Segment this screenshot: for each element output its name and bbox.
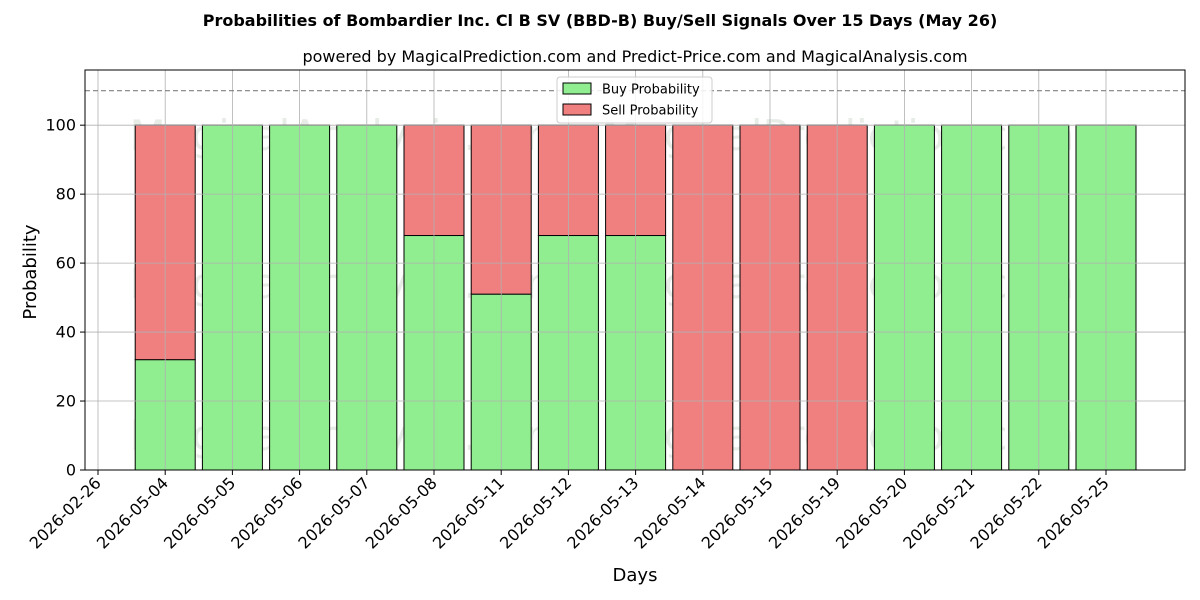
y-tick-label: 80	[56, 185, 76, 204]
chart-subtitle: powered by MagicalPrediction.com and Pre…	[302, 47, 967, 66]
x-tick-label: 2026-02-26	[26, 473, 105, 552]
plot-frame	[84, 69, 1186, 471]
x-tick-label: 2026-05-08	[362, 473, 441, 552]
plot-area: MagicalAnalysis.comMagicalPrediction.com…	[26, 69, 1186, 553]
y-tick-label: 20	[56, 392, 76, 411]
x-tick-label: 2026-05-13	[563, 473, 642, 552]
y-tick-label: 40	[56, 323, 76, 342]
x-tick-label: 2026-05-05	[160, 473, 239, 552]
x-tick-label: 2026-05-04	[93, 473, 172, 552]
x-tick-label: 2026-05-19	[765, 473, 844, 552]
x-axis-label: Days	[613, 565, 658, 586]
legend-swatch-sell	[562, 103, 592, 116]
x-tick-label: 2026-05-22	[966, 473, 1045, 552]
x-tick-label: 2026-05-21	[899, 473, 978, 552]
y-tick-label: 100	[45, 116, 76, 135]
y-tick-label: 0	[66, 461, 76, 480]
legend: Buy Probability Sell Probability	[556, 76, 713, 124]
y-axis-label: Probability	[20, 224, 41, 319]
chart-title: Probabilities of Bombardier Inc. Cl B SV…	[203, 11, 998, 30]
x-tick-label: 2026-05-15	[698, 473, 777, 552]
x-tick-label: 2026-05-14	[630, 473, 709, 552]
x-tick-label: 2026-05-12	[496, 473, 575, 552]
legend-label-buy: Buy Probability	[602, 83, 700, 98]
legend-swatch-buy	[562, 82, 592, 95]
x-tick-label: 2026-05-25	[1034, 473, 1113, 552]
x-tick-label: 2026-05-11	[429, 473, 508, 552]
x-tick-label: 2026-05-20	[832, 473, 911, 552]
x-tick-label: 2026-05-07	[294, 473, 373, 552]
legend-box	[556, 76, 713, 124]
y-tick-label: 60	[56, 254, 76, 273]
x-tick-label: 2026-05-06	[227, 473, 306, 552]
legend-label-sell: Sell Probability	[602, 104, 699, 119]
